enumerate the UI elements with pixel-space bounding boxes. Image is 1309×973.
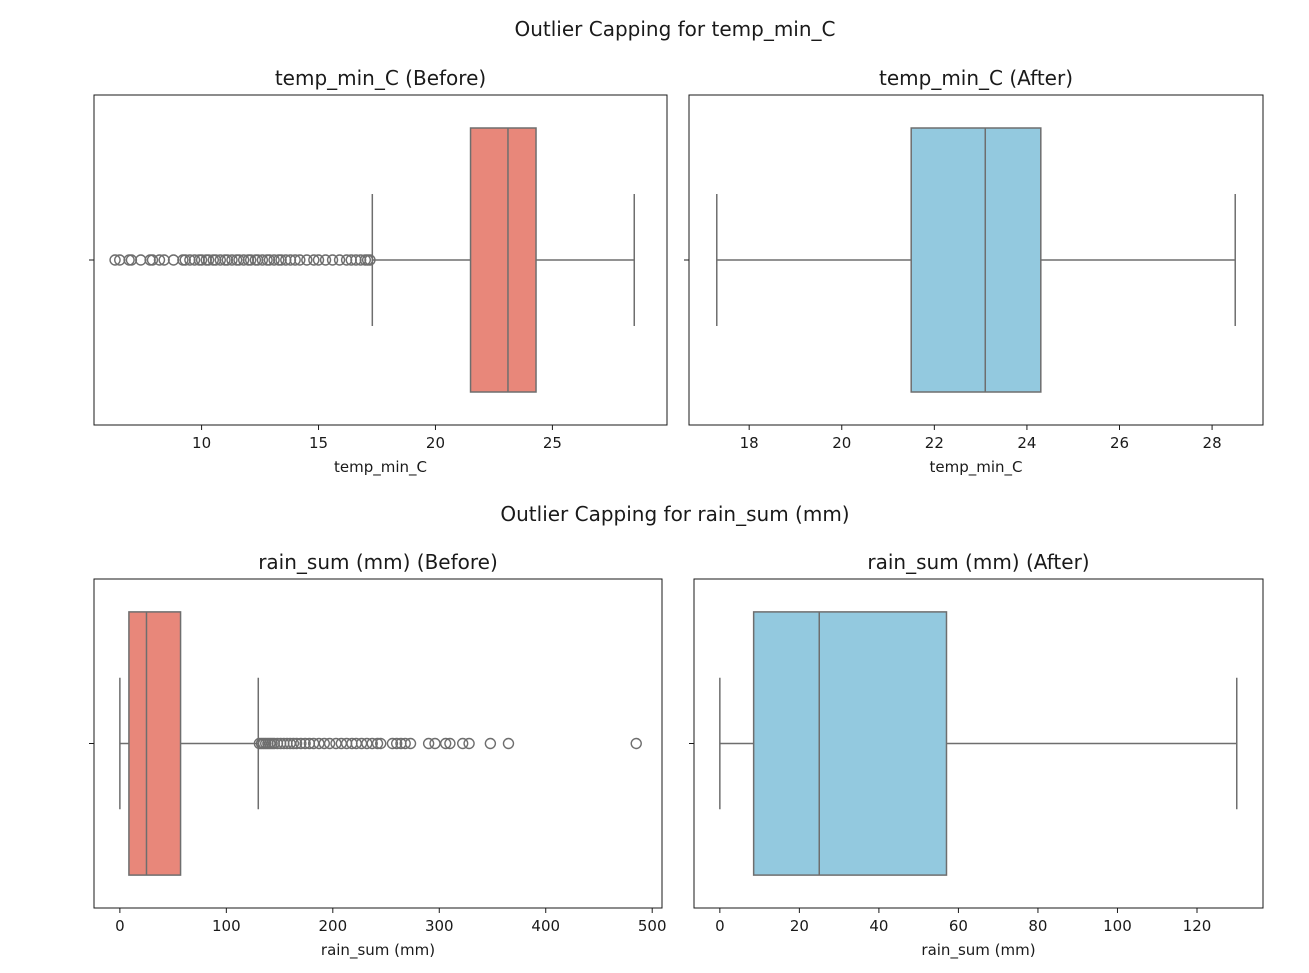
- outlier-point: [299, 737, 311, 750]
- outlier-point: [375, 737, 387, 750]
- x-tick-label: 300: [425, 917, 454, 935]
- panel-title: rain_sum (mm) (Before): [258, 550, 498, 574]
- outlier-point: [301, 254, 313, 266]
- x-tick-label: 28: [1203, 434, 1222, 452]
- x-tick-label: 20: [426, 434, 445, 452]
- x-tick-label: 0: [115, 917, 125, 935]
- panel-rain-sum-after: rain_sum (mm) (After) 0 20 40 60 80 100 120 rain…: [689, 550, 1264, 960]
- panel-title: temp_min_C (Before): [275, 66, 486, 90]
- outlier-point: [290, 737, 303, 750]
- outlier-point: [404, 737, 417, 750]
- x-axis-label: rain_sum (mm): [321, 941, 435, 960]
- x-tick-label: 18: [740, 434, 759, 452]
- outlier-point: [319, 254, 332, 266]
- outlier-point: [146, 254, 159, 266]
- outlier-point: [463, 737, 475, 750]
- outlier-point: [123, 254, 135, 266]
- outlier-point: [364, 254, 376, 266]
- outlier-point: [294, 254, 306, 266]
- iqr-box: [128, 611, 182, 876]
- x-tick-label: 500: [638, 917, 667, 935]
- panel-temp-min-before: temp_min_C (Before) 10 15 20 25 temp_min_C: [89, 66, 668, 477]
- outlier-point: [386, 737, 399, 750]
- x-tick-label: 26: [1110, 434, 1129, 452]
- outlier-point: [109, 254, 121, 266]
- panel-temp-min-after: temp_min_C (After) 18 20 22 24 26 28 temp_min_C: [684, 66, 1264, 477]
- outlier-point: [287, 737, 300, 750]
- outlier-point: [214, 254, 226, 266]
- outlier-point: [144, 254, 156, 266]
- x-tick-label: 80: [1028, 917, 1047, 935]
- x-tick-label: 0: [715, 917, 725, 935]
- outlier-point: [256, 254, 269, 266]
- x-tick-label: 200: [318, 917, 347, 935]
- outlier-point: [167, 254, 180, 266]
- x-tick-label: 20: [832, 434, 851, 452]
- outlier-point: [366, 737, 378, 750]
- outlier-point: [439, 737, 452, 750]
- x-tick-label: 15: [309, 434, 328, 452]
- outlier-point: [244, 254, 257, 266]
- x-tick-label: 10: [192, 434, 211, 452]
- outlier-point: [312, 254, 325, 266]
- outlier-point: [195, 254, 208, 266]
- outlier-point: [399, 737, 411, 750]
- outlier-point: [188, 254, 201, 266]
- outlier-point: [326, 254, 339, 266]
- outlier-point: [333, 254, 346, 266]
- iqr-box: [910, 127, 1042, 393]
- outlier-point: [289, 254, 301, 266]
- outlier-point: [237, 254, 250, 266]
- outlier-point: [308, 254, 320, 266]
- outlier-point: [456, 737, 469, 750]
- x-tick-label: 120: [1183, 917, 1212, 935]
- panel-title: temp_min_C (After): [879, 66, 1073, 90]
- x-tick-label: 100: [1103, 917, 1132, 935]
- x-tick-label: 24: [1017, 434, 1036, 452]
- outlier-point: [268, 254, 280, 266]
- outlier-point: [502, 737, 515, 750]
- iqr-box: [469, 127, 537, 393]
- x-tick-label: 100: [212, 917, 241, 935]
- outlier-point: [226, 254, 238, 266]
- outlier-point: [202, 254, 215, 266]
- outlier-point: [630, 737, 642, 750]
- x-tick-label: 22: [925, 434, 944, 452]
- suptitle-temp-min: Outlier Capping for temp_min_C: [514, 17, 835, 41]
- x-tick-label: 60: [949, 917, 968, 935]
- outlier-point: [371, 737, 384, 750]
- x-tick-label: 20: [790, 917, 809, 935]
- outlier-point: [484, 737, 497, 750]
- x-axis-label: temp_min_C: [929, 458, 1022, 477]
- outlier-point: [390, 737, 403, 750]
- iqr-box: [752, 611, 948, 876]
- outlier-point: [295, 737, 307, 750]
- x-tick-label: 25: [543, 434, 562, 452]
- x-axis-label: temp_min_C: [334, 458, 427, 477]
- outlier-point: [361, 254, 374, 266]
- outlier-point: [323, 737, 336, 750]
- suptitle-rain-sum: Outlier Capping for rain_sum (mm): [500, 502, 849, 526]
- outlier-point: [318, 737, 330, 750]
- panel-title: rain_sum (mm) (After): [867, 550, 1089, 574]
- x-axis-label: rain_sum (mm): [921, 941, 1035, 960]
- outlier-point: [422, 737, 435, 750]
- outlier-point: [153, 254, 166, 266]
- x-tick-label: 400: [531, 917, 560, 935]
- outlier-point: [444, 737, 456, 750]
- outlier-point: [135, 254, 147, 266]
- x-tick-label: 40: [869, 917, 888, 935]
- panel-rain-sum-before: rain_sum (mm) (Before) 0 100 200 300 400 500 ra…: [89, 550, 667, 960]
- outlier-point: [429, 737, 441, 750]
- outlier-point: [125, 254, 138, 266]
